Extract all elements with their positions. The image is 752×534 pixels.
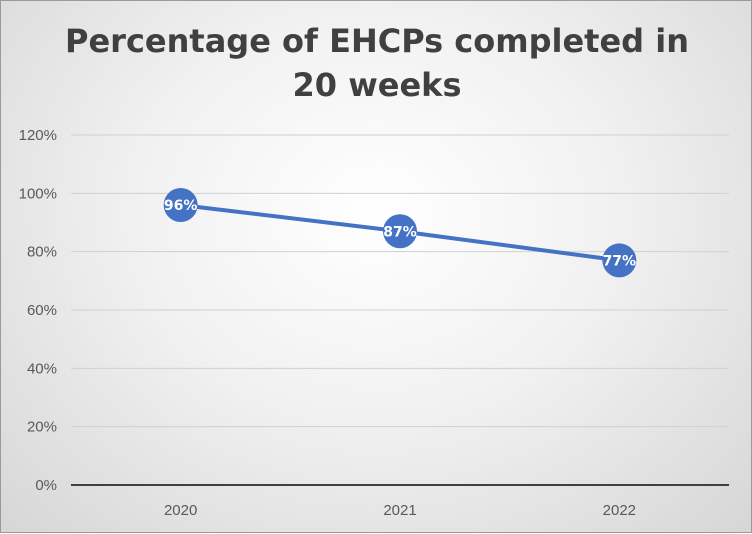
gridlines <box>71 134 729 486</box>
y-axis-tick-labels: 0% 20% 40% 60% 80% 100% 120% <box>19 127 57 494</box>
x-tick-label: 2022 <box>603 502 636 519</box>
y-tick-label: 40% <box>27 360 57 377</box>
y-tick-label: 120% <box>19 127 57 144</box>
data-point-marker <box>383 214 417 249</box>
data-points: 96% 87% 77% <box>163 188 637 278</box>
data-label: 87% <box>383 224 417 240</box>
chart-title: Percentage of EHCPs completed in 20 week… <box>65 22 689 104</box>
data-point-marker <box>163 188 198 222</box>
y-tick-label: 60% <box>27 302 57 319</box>
data-label: 96% <box>164 198 198 214</box>
x-axis-tick-labels: 2020 2021 2022 <box>164 502 636 519</box>
data-label: 77% <box>603 253 637 269</box>
y-tick-label: 0% <box>35 477 57 494</box>
y-tick-label: 20% <box>27 419 57 436</box>
x-tick-label: 2021 <box>383 502 416 519</box>
data-point-marker <box>602 243 637 278</box>
y-tick-label: 100% <box>19 185 57 202</box>
y-tick-label: 80% <box>27 244 57 261</box>
x-tick-label: 2020 <box>164 502 197 519</box>
